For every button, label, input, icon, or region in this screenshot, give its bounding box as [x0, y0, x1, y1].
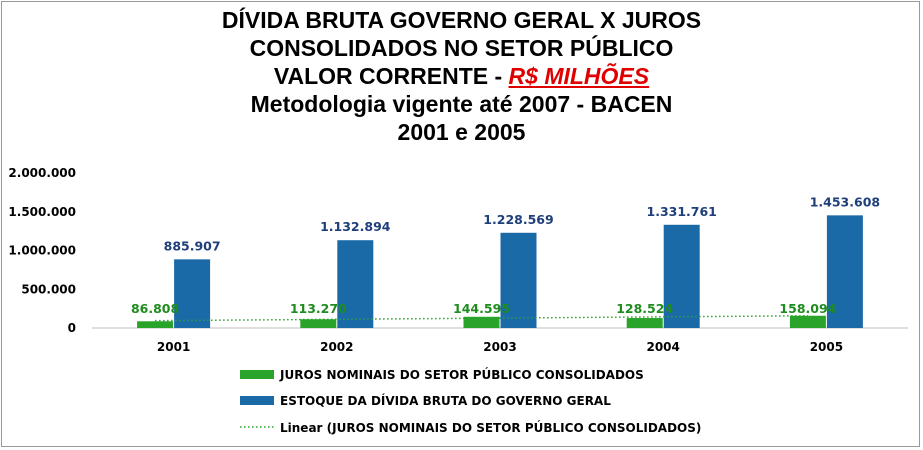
title-line-1: DÍVIDA BRUTA GOVERNO GERAL X JUROS	[221, 7, 702, 33]
y-tick-label: 2.000.000	[8, 166, 76, 180]
bar-estoque	[174, 259, 211, 328]
legend-swatch-estoque	[240, 396, 274, 405]
bar-estoque	[663, 224, 700, 328]
data-label-estoque: 1.228.569	[483, 212, 553, 227]
chart-title: DÍVIDA BRUTA GOVERNO GERAL X JUROS CONSO…	[0, 6, 923, 146]
y-tick-label: 1.500.000	[8, 205, 76, 219]
data-label-estoque: 1.132.894	[320, 219, 391, 234]
bar-estoque	[337, 240, 374, 328]
data-label-juros: 158.094	[779, 301, 836, 316]
x-tick-label: 2003	[483, 340, 516, 354]
legend-label-estoque: ESTOQUE DA DÍVIDA BRUTA DO GOVERNO GERAL	[280, 393, 611, 408]
data-labels: 86.808 885.907 113.270 1.132.894 144.595 1.22…	[131, 194, 880, 316]
bar-juros	[789, 315, 826, 328]
trendline	[155, 315, 808, 322]
bar-juros	[463, 316, 500, 328]
title-line-5: 2001 e 2005	[397, 119, 526, 145]
y-tick-label: 500.000	[21, 282, 76, 296]
y-axis: 0 500.000 1.000.000 1.500.000 2.000.000	[8, 166, 76, 335]
title-line-3: VALOR CORRENTE - R$ MILHÕES	[0, 62, 923, 90]
data-label-juros: 128.524	[616, 301, 673, 316]
bar-juros	[626, 318, 663, 328]
title-line-4: Metodologia vigente até 2007 - BACEN	[250, 91, 673, 117]
x-tick-label: 2001	[157, 340, 190, 354]
x-tick-label: 2002	[320, 340, 353, 354]
title-line-2: CONSOLIDADOS NO SETOR PÚBLICO	[249, 35, 674, 61]
title-line-3-prefix: VALOR CORRENTE -	[273, 63, 509, 89]
y-tick-label: 0	[68, 321, 76, 335]
legend-swatch-juros	[240, 370, 274, 379]
x-tick-label: 2004	[646, 340, 679, 354]
data-label-estoque: 1.453.608	[810, 194, 880, 209]
data-label-juros: 86.808	[131, 301, 179, 316]
data-label-estoque: 885.907	[164, 238, 221, 253]
data-label-juros: 144.595	[453, 301, 510, 316]
bar-estoque	[826, 215, 863, 328]
bar-juros	[137, 321, 174, 328]
data-label-juros: 113.270	[290, 301, 347, 316]
bar-series	[137, 215, 863, 328]
bar-juros	[300, 319, 337, 328]
legend-label-trendline: Linear (JUROS NOMINAIS DO SETOR PÚBLICO …	[280, 420, 701, 435]
x-axis: 2001 2002 2003 2004 2005	[92, 327, 908, 354]
trendline-line	[155, 315, 808, 322]
data-label-estoque: 1.331.761	[647, 204, 717, 219]
legend-label-juros: JUROS NOMINAIS DO SETOR PÚBLICO CONSOLID…	[279, 367, 644, 382]
legend: JUROS NOMINAIS DO SETOR PÚBLICO CONSOLID…	[240, 367, 701, 435]
x-tick-label: 2005	[810, 340, 843, 354]
bar-estoque	[500, 232, 537, 328]
title-unit-highlight: R$ MILHÕES	[508, 63, 650, 89]
y-tick-label: 1.000.000	[8, 244, 76, 258]
